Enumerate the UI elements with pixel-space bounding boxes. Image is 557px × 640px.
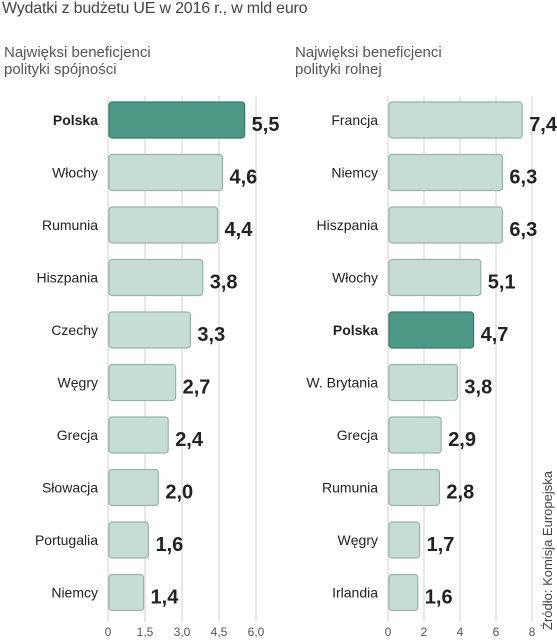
x-tick-label: 2 — [421, 625, 428, 639]
bar — [388, 573, 419, 612]
bar — [108, 573, 145, 612]
bar — [388, 521, 421, 559]
x-tick-label: 4 — [457, 625, 464, 639]
x-tick-label: 6,0 — [248, 625, 265, 639]
value-label: 3,3 — [197, 324, 225, 346]
bar — [108, 153, 224, 192]
bar — [108, 311, 192, 349]
value-label: 7,4 — [529, 114, 557, 136]
category-label: Włochy — [332, 270, 378, 286]
value-label: 2,0 — [165, 482, 193, 504]
x-tick-label: 1,5 — [137, 625, 154, 639]
bar — [388, 206, 504, 244]
chart-title: Wydatki z budżetu UE w 2016 r., w mld eu… — [2, 0, 308, 17]
category-label: Polska — [53, 112, 98, 128]
x-tick-label: 0 — [385, 625, 392, 639]
value-label: 1,6 — [425, 587, 453, 609]
value-label: 1,7 — [427, 534, 455, 556]
category-label: Hiszpania — [37, 270, 99, 286]
category-label: W. Brytania — [306, 375, 378, 391]
x-tick-label: 0 — [105, 625, 112, 639]
value-label: 3,8 — [464, 377, 492, 399]
value-label: 2,9 — [448, 429, 476, 451]
category-label: Węgry — [338, 532, 378, 548]
category-label: Hiszpania — [317, 217, 379, 233]
x-tick-label: 3,0 — [174, 625, 191, 639]
value-label: 6,3 — [509, 219, 537, 241]
category-label: Grecja — [337, 427, 378, 443]
bar — [108, 258, 204, 297]
value-label: 2,7 — [183, 377, 211, 399]
bar — [108, 363, 177, 402]
bar — [388, 416, 442, 454]
category-label: Niemcy — [51, 585, 98, 601]
bar — [108, 468, 159, 507]
value-label: 4,7 — [481, 324, 509, 346]
value-label: 2,8 — [446, 482, 474, 504]
bar — [388, 468, 441, 507]
category-label: Niemcy — [331, 165, 378, 181]
x-tick-label: 6 — [493, 625, 500, 639]
bar — [388, 363, 459, 402]
bar — [388, 258, 482, 297]
bar — [388, 311, 475, 349]
bar — [108, 206, 219, 244]
bar — [108, 521, 150, 559]
value-label: 3,8 — [210, 272, 238, 294]
category-label: Rumunia — [322, 480, 378, 496]
category-label: Czechy — [51, 322, 98, 338]
x-tick-label: 4,5 — [211, 625, 228, 639]
value-label: 2,4 — [175, 429, 204, 451]
value-label: 6,3 — [509, 167, 537, 189]
bar — [388, 101, 523, 139]
bar — [388, 153, 504, 192]
category-label: Włochy — [52, 165, 98, 181]
category-label: Francja — [331, 112, 378, 128]
category-label: Polska — [333, 322, 378, 338]
value-label: 5,1 — [488, 272, 516, 294]
category-label: Węgry — [58, 375, 98, 391]
bar — [108, 101, 246, 139]
right-panel-subtitle: Najwięksi beneficjenci polityki rolnej — [295, 44, 442, 78]
x-tick-label: 8 — [529, 625, 536, 639]
category-label: Grecja — [57, 427, 98, 443]
source-note: Źródło: Komisja Europejska — [540, 471, 555, 630]
value-label: 4,6 — [229, 167, 257, 189]
value-label: 5,5 — [252, 114, 280, 136]
category-label: Portugalia — [35, 532, 98, 548]
bar — [108, 416, 169, 454]
category-label: Słowacja — [42, 480, 98, 496]
left-panel-subtitle: Najwięksi beneficjenci polityki spójnośc… — [4, 44, 151, 78]
category-label: Irlandia — [332, 585, 378, 601]
value-label: 1,6 — [155, 534, 183, 556]
value-label: 1,4 — [151, 587, 180, 609]
value-label: 4,4 — [225, 219, 254, 241]
category-label: Rumunia — [42, 217, 98, 233]
